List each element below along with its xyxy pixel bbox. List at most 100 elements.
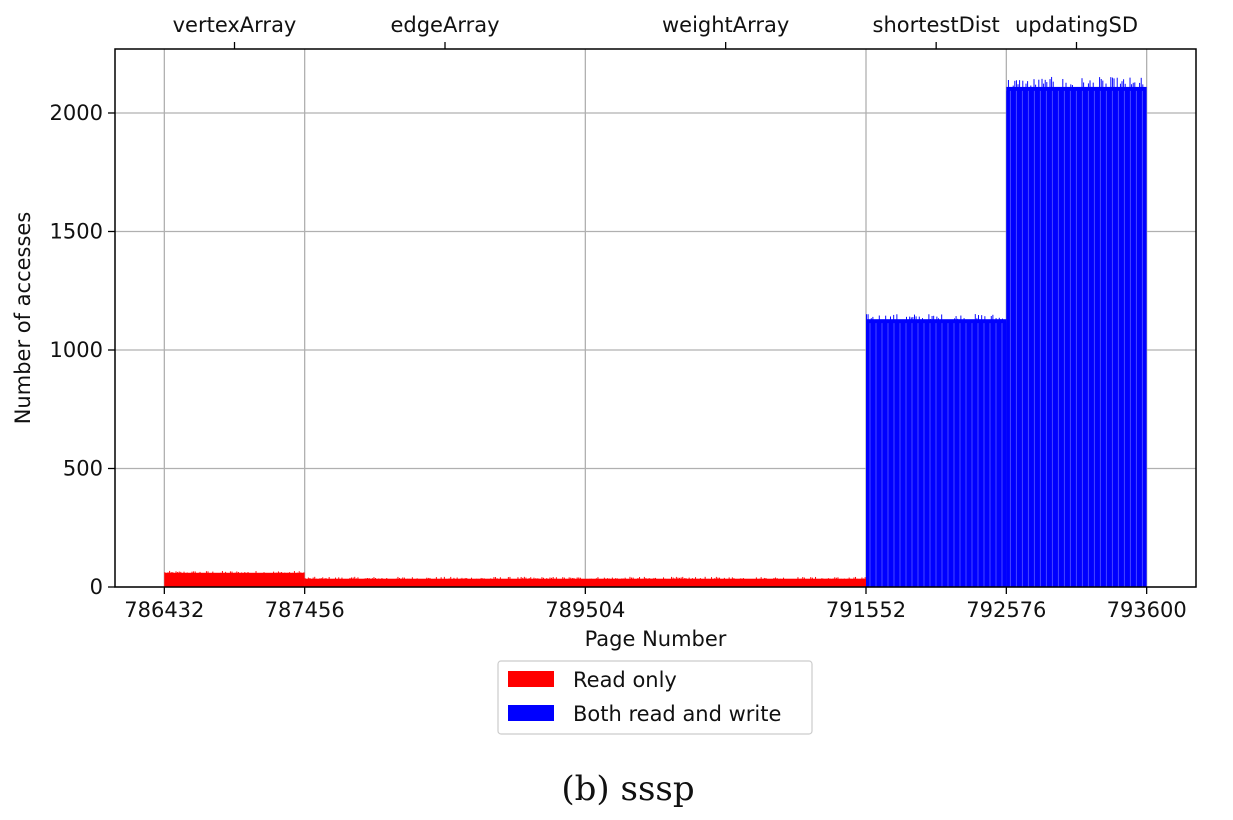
bar — [872, 316, 874, 587]
bar — [1055, 93, 1057, 588]
bar — [942, 322, 944, 587]
bar — [714, 578, 716, 587]
bar — [431, 579, 433, 587]
bar — [746, 579, 748, 587]
bar — [1100, 79, 1102, 588]
bar — [459, 578, 461, 587]
bar — [1007, 79, 1009, 587]
bar — [250, 573, 252, 587]
bar — [835, 577, 837, 587]
bar — [261, 574, 263, 587]
bar — [551, 577, 553, 587]
bar — [1137, 90, 1139, 588]
bar — [576, 577, 578, 587]
bar — [894, 322, 896, 587]
bar — [1073, 88, 1075, 588]
bar — [733, 578, 735, 587]
bar — [338, 577, 340, 587]
bar — [228, 573, 230, 587]
bar — [172, 572, 174, 587]
region-label: shortestDist — [873, 13, 1000, 37]
bar — [1115, 96, 1117, 587]
x-tick-label: 792576 — [966, 598, 1046, 622]
bar — [995, 318, 997, 587]
bar — [739, 578, 741, 587]
bar — [701, 580, 703, 587]
bar — [829, 578, 831, 587]
bar — [1131, 84, 1133, 587]
bar — [784, 580, 786, 587]
bar — [907, 319, 909, 587]
bar — [1075, 88, 1077, 587]
bar — [220, 572, 222, 587]
bar — [859, 578, 861, 587]
bar — [209, 573, 211, 587]
bar — [863, 578, 865, 587]
bar — [808, 579, 810, 587]
bar — [474, 580, 476, 587]
bar — [249, 573, 251, 587]
bar — [594, 579, 596, 587]
bar — [802, 577, 804, 587]
bar — [440, 577, 442, 587]
bar — [559, 580, 561, 587]
bar — [881, 323, 883, 587]
bar — [858, 579, 860, 587]
bar — [823, 578, 825, 587]
bar — [827, 578, 829, 587]
bar — [352, 577, 354, 587]
bar — [568, 577, 570, 587]
bar — [749, 580, 751, 587]
bar — [1005, 321, 1007, 587]
bar — [592, 580, 594, 587]
bar — [394, 580, 396, 587]
bar — [167, 572, 169, 587]
bar — [1047, 96, 1049, 587]
bar — [439, 580, 441, 587]
bar — [877, 323, 879, 587]
bar — [1060, 89, 1062, 588]
bar — [255, 571, 257, 587]
bar — [276, 572, 278, 587]
bar — [373, 577, 375, 587]
bar — [1070, 84, 1072, 587]
bar — [483, 578, 485, 587]
bar — [627, 580, 629, 587]
bar — [754, 579, 756, 587]
bar — [691, 578, 693, 587]
bar — [1006, 90, 1008, 587]
bar — [543, 577, 545, 587]
bar — [386, 578, 388, 587]
bar — [621, 578, 623, 587]
bar — [456, 577, 458, 587]
bar — [196, 574, 198, 587]
bar — [856, 578, 858, 587]
bar — [969, 323, 971, 587]
bar — [519, 579, 521, 587]
bar — [615, 578, 617, 587]
bar — [351, 577, 353, 587]
bar — [347, 579, 349, 587]
bar — [289, 572, 291, 587]
bar — [789, 579, 791, 587]
x-tick-label: 789504 — [545, 598, 625, 622]
bar — [499, 577, 501, 587]
bar — [1014, 80, 1016, 588]
bar — [850, 578, 852, 587]
bar — [786, 579, 788, 587]
bar — [767, 579, 769, 587]
bar — [831, 580, 833, 587]
bar — [304, 578, 306, 587]
bar — [237, 572, 239, 587]
bar — [698, 580, 700, 587]
bar — [1015, 80, 1017, 587]
bar — [925, 319, 927, 587]
bar — [669, 580, 671, 587]
bar — [949, 323, 951, 587]
bar — [682, 576, 684, 587]
bar — [958, 324, 960, 587]
y-tick-label: 1500 — [50, 219, 103, 243]
bar — [674, 578, 676, 587]
bar — [904, 320, 906, 587]
bar — [768, 580, 770, 587]
